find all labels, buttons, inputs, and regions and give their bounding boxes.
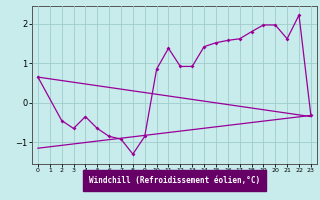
X-axis label: Windchill (Refroidissement éolien,°C): Windchill (Refroidissement éolien,°C) bbox=[89, 176, 260, 185]
